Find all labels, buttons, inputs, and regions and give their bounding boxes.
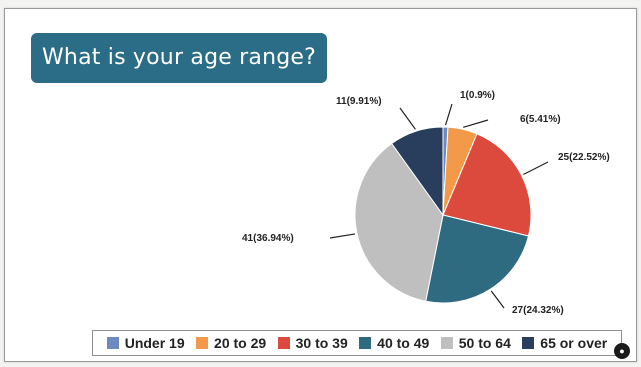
legend-swatch <box>359 337 372 349</box>
leader-line <box>399 107 416 130</box>
pie-slice-40-to-49 <box>425 214 530 304</box>
data-label: 1(0.9%) <box>460 90 495 101</box>
page-title: What is your age range? <box>31 33 327 83</box>
legend-item: Under 19 <box>106 335 185 351</box>
data-label: 25(22.52%) <box>558 152 610 163</box>
legend-label: 40 to 49 <box>377 335 430 351</box>
legend-item: 40 to 49 <box>359 335 429 351</box>
legend-label: 30 to 39 <box>295 335 348 351</box>
legend-item: 65 or over <box>522 335 607 351</box>
legend-swatch <box>522 337 535 349</box>
data-label: 41(36.94%) <box>242 233 294 244</box>
pie-slice-30-to-39 <box>442 133 532 237</box>
pie-slice-50-to-64 <box>354 142 444 302</box>
legend-swatch <box>106 337 119 349</box>
legend-swatch <box>196 337 209 349</box>
legend-item: 50 to 64 <box>440 335 511 351</box>
leader-line <box>463 119 489 128</box>
legend-label: 20 to 29 <box>214 335 267 351</box>
leader-line <box>523 161 549 176</box>
data-label: 11(9.91%) <box>336 96 382 107</box>
legend-label: 65 or over <box>540 335 608 351</box>
legend-item: 20 to 29 <box>196 335 266 351</box>
data-label: 27(24.32%) <box>512 305 564 316</box>
pie-slice-65-or-over <box>390 126 444 217</box>
legend-label: 50 to 64 <box>458 335 511 351</box>
leader-line <box>490 290 505 309</box>
legend-swatch <box>440 337 453 349</box>
data-label: 6(5.41%) <box>520 114 561 125</box>
chart-legend: Under 19 20 to 29 30 to 39 40 to 49 50 to 64… <box>92 330 622 356</box>
slide: What is your age range? <box>4 8 637 362</box>
slide-badge-icon: ● <box>614 343 630 359</box>
legend-item: 30 to 39 <box>277 335 348 351</box>
leader-line <box>444 103 453 126</box>
legend-swatch <box>277 337 290 349</box>
legend-label: Under 19 <box>124 335 185 351</box>
leader-line <box>329 233 356 239</box>
